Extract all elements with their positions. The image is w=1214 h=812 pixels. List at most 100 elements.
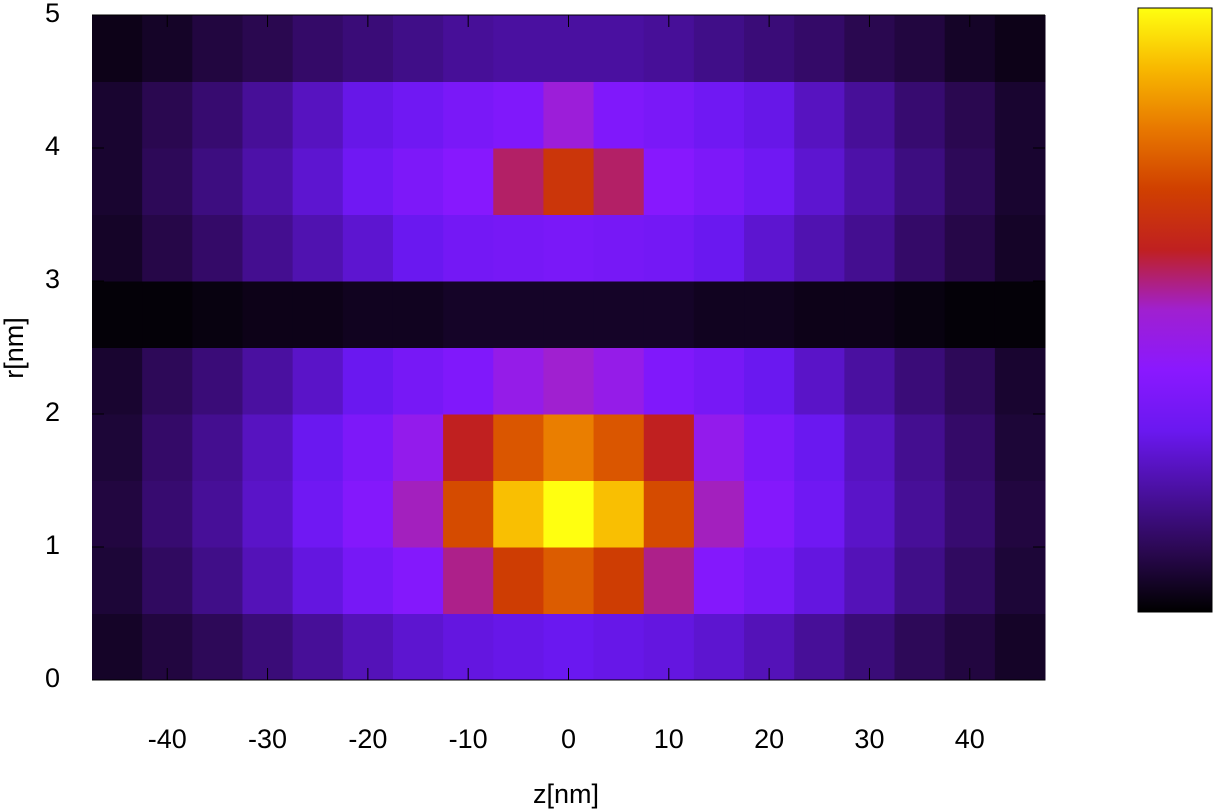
- heatmap-cell: [493, 480, 544, 548]
- heatmap-cell: [894, 414, 946, 481]
- heatmap-cell: [894, 81, 946, 149]
- heatmap-cell: [744, 281, 795, 348]
- y-tick-label: 1: [45, 530, 60, 560]
- heatmap-cell: [493, 81, 544, 149]
- heatmap-cell: [342, 547, 394, 614]
- heatmap-cell: [92, 480, 143, 548]
- heatmap-cell: [744, 347, 795, 415]
- heatmap-cell: [443, 81, 494, 149]
- heatmap-cell: [994, 81, 1046, 149]
- heatmap-cell: [142, 148, 193, 215]
- heatmap-cell: [392, 547, 444, 614]
- heatmap-cell: [142, 480, 193, 548]
- x-axis-label: z[nm]: [533, 779, 599, 809]
- heatmap-cell: [242, 547, 294, 614]
- heatmap-cell: [292, 414, 344, 481]
- heatmap-cell: [643, 214, 695, 282]
- heatmap-cell: [794, 347, 845, 415]
- heatmap-cell: [844, 414, 896, 481]
- heatmap-cell: [693, 480, 745, 548]
- heatmap-cell: [92, 148, 143, 215]
- heatmap-cell: [443, 347, 494, 415]
- y-axis-label: r[nm]: [0, 317, 29, 379]
- heatmap-cell: [994, 281, 1046, 348]
- y-tick-label: 4: [45, 131, 60, 161]
- heatmap-cell: [693, 613, 745, 681]
- heatmap-cell: [543, 148, 595, 215]
- heatmap-cell: [643, 480, 695, 548]
- heatmap-cell: [994, 480, 1046, 548]
- heatmap-cell: [342, 347, 394, 415]
- heatmap-cell: [493, 15, 544, 82]
- heatmap-cell: [894, 613, 946, 681]
- heatmap-cell: [944, 281, 996, 348]
- x-tick-label: 30: [854, 724, 884, 754]
- heatmap-cell: [92, 281, 143, 348]
- heatmap-cell: [92, 414, 143, 481]
- heatmap-cell: [192, 81, 243, 149]
- heatmap-cell: [944, 148, 996, 215]
- heatmap-cell: [894, 214, 946, 282]
- heatmap-cell: [392, 214, 444, 282]
- heatmap-cell: [593, 480, 645, 548]
- heatmap-cell: [543, 281, 595, 348]
- heatmap-cell: [543, 81, 595, 149]
- heatmap-cell: [493, 214, 544, 282]
- heatmap-cell: [392, 15, 444, 82]
- heatmap-cell: [794, 148, 845, 215]
- heatmap-cell: [92, 81, 143, 149]
- heatmap-cell: [543, 547, 595, 614]
- heatmap-cell: [693, 414, 745, 481]
- heatmap-cell: [342, 81, 394, 149]
- heatmap-cell: [242, 347, 294, 415]
- heatmap-cell: [693, 547, 745, 614]
- heatmap-cell: [994, 148, 1046, 215]
- heatmap-cell: [242, 480, 294, 548]
- x-tick-label: -10: [449, 724, 488, 754]
- heatmap-cell: [242, 281, 294, 348]
- heatmap-cell: [92, 15, 143, 82]
- heatmap-cell: [593, 547, 645, 614]
- heatmap-cell: [392, 480, 444, 548]
- heatmap-cell: [443, 281, 494, 348]
- heatmap-cell: [493, 148, 544, 215]
- heatmap-cell: [844, 281, 896, 348]
- heatmap-cell: [443, 547, 494, 614]
- heatmap: [92, 15, 1046, 681]
- heatmap-cell: [142, 547, 193, 614]
- heatmap-cell: [443, 214, 494, 282]
- heatmap-cell: [543, 214, 595, 282]
- heatmap-cell: [994, 214, 1046, 282]
- heatmap-cell: [493, 414, 544, 481]
- heatmap-cell: [593, 148, 645, 215]
- heatmap-cell: [443, 480, 494, 548]
- heatmap-cell: [944, 347, 996, 415]
- heatmap-cell: [142, 81, 193, 149]
- heatmap-cell: [994, 414, 1046, 481]
- x-tick-label: -20: [348, 724, 387, 754]
- y-tick-label: 2: [45, 397, 60, 427]
- heatmap-cell: [192, 547, 243, 614]
- heatmap-cell: [643, 347, 695, 415]
- heatmap-cell: [844, 480, 896, 548]
- heatmap-cell: [493, 281, 544, 348]
- heatmap-cell: [894, 148, 946, 215]
- heatmap-cell: [994, 347, 1046, 415]
- heatmap-cell: [543, 480, 595, 548]
- heatmap-cell: [994, 547, 1046, 614]
- heatmap-cell: [292, 613, 344, 681]
- heatmap-cell: [593, 281, 645, 348]
- heatmap-cell: [643, 148, 695, 215]
- heatmap-cell: [794, 214, 845, 282]
- heatmap-cell: [794, 547, 845, 614]
- x-tick-label: 10: [654, 724, 684, 754]
- heatmap-cell: [342, 281, 394, 348]
- heatmap-cell: [693, 148, 745, 215]
- heatmap-cell: [292, 547, 344, 614]
- heatmap-cell: [142, 347, 193, 415]
- heatmap-cell: [493, 613, 544, 681]
- heatmap-cell: [192, 613, 243, 681]
- heatmap-cell: [242, 148, 294, 215]
- axes: -40 -30 -20 -10 0 10 20 30 40 0 1 2 3 4 5: [45, 0, 1045, 754]
- x-tick-label: -30: [248, 724, 287, 754]
